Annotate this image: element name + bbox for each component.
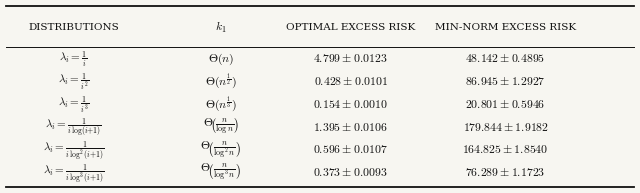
Text: $\lambda_i = \frac{1}{i\,\log^2(i{+}1)}$: $\lambda_i = \frac{1}{i\,\log^2(i{+}1)}$ <box>43 139 104 161</box>
Text: $\lambda_i = \frac{1}{i^2}$: $\lambda_i = \frac{1}{i^2}$ <box>58 71 89 92</box>
Text: $\Theta\!\left(\frac{n}{\log^3 n}\right)$: $\Theta\!\left(\frac{n}{\log^3 n}\right)… <box>200 162 241 183</box>
Text: $48.142 \pm 0.4895$: $48.142 \pm 0.4895$ <box>465 52 546 65</box>
Text: OPTIMAL EXCESS RISK: OPTIMAL EXCESS RISK <box>286 24 415 32</box>
Text: $4.799 \pm 0.0123$: $4.799 \pm 0.0123$ <box>314 52 388 65</box>
Text: $0.596 \pm 0.0107$: $0.596 \pm 0.0107$ <box>314 143 388 157</box>
Text: $\Theta(n^{\frac{1}{3}})$: $\Theta(n^{\frac{1}{3}})$ <box>205 95 237 114</box>
Text: MIN-NORM EXCESS RISK: MIN-NORM EXCESS RISK <box>435 24 576 32</box>
Text: $k_1$: $k_1$ <box>215 20 227 36</box>
Text: DISTRIBUTIONS: DISTRIBUTIONS <box>28 24 119 32</box>
Text: $164.825 \pm 1.8540$: $164.825 \pm 1.8540$ <box>463 143 548 157</box>
Text: $1.395 \pm 0.0106$: $1.395 \pm 0.0106$ <box>314 121 388 134</box>
Text: $\Theta(n^{\frac{1}{2}})$: $\Theta(n^{\frac{1}{2}})$ <box>205 72 237 91</box>
Text: $76.289 \pm 1.1723$: $76.289 \pm 1.1723$ <box>465 166 546 179</box>
Text: $\Theta\!\left(\frac{n}{\log^2 n}\right)$: $\Theta\!\left(\frac{n}{\log^2 n}\right)… <box>200 139 241 161</box>
Text: $\lambda_i = \frac{1}{i}$: $\lambda_i = \frac{1}{i}$ <box>60 49 88 69</box>
Text: $0.428 \pm 0.0101$: $0.428 \pm 0.0101$ <box>314 75 388 88</box>
Text: $\lambda_i = \frac{1}{i^3}$: $\lambda_i = \frac{1}{i^3}$ <box>58 94 89 115</box>
Text: $\lambda_i = \frac{1}{i\,\log^3(i{+}1)}$: $\lambda_i = \frac{1}{i\,\log^3(i{+}1)}$ <box>43 162 104 184</box>
Text: $86.945 \pm 1.2927$: $86.945 \pm 1.2927$ <box>465 75 546 88</box>
Text: $\Theta\!\left(\frac{n}{\log n}\right)$: $\Theta\!\left(\frac{n}{\log n}\right)$ <box>203 117 239 137</box>
Text: $0.373 \pm 0.0093$: $0.373 \pm 0.0093$ <box>314 166 388 179</box>
Text: $\lambda_i = \frac{1}{i\,\log(i{+}1)}$: $\lambda_i = \frac{1}{i\,\log(i{+}1)}$ <box>45 117 102 138</box>
Text: $20.801 \pm 0.5946$: $20.801 \pm 0.5946$ <box>465 98 546 111</box>
Text: $179.844 \pm 1.9182$: $179.844 \pm 1.9182$ <box>463 121 548 134</box>
Text: $\Theta(n)$: $\Theta(n)$ <box>207 51 234 67</box>
Text: $0.154 \pm 0.0010$: $0.154 \pm 0.0010$ <box>314 98 388 111</box>
